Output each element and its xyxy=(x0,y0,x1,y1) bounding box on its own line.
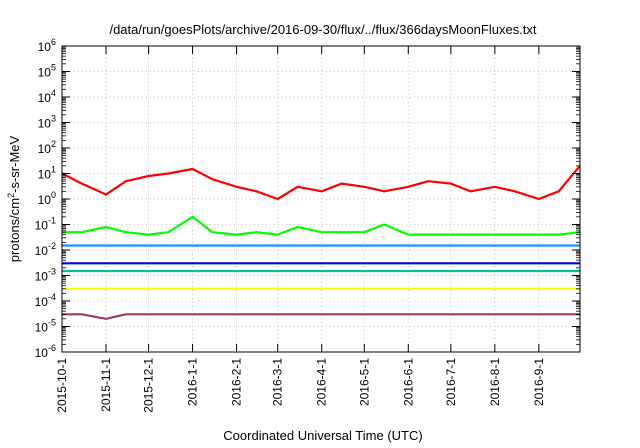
x-tick-label: 2016-7-1 xyxy=(444,358,458,406)
series-group xyxy=(62,165,580,320)
y-tick-label-exp: 6 xyxy=(51,37,56,47)
y-tick-labels: 10-610-510-410-310-210-11001011021031041… xyxy=(35,37,56,360)
y-tick-label-exp: -4 xyxy=(48,292,56,302)
y-tick-label-base: 10 xyxy=(35,219,49,233)
y-tick-label-base: 10 xyxy=(35,321,49,335)
y-tick-label: 10-1 xyxy=(35,216,56,233)
y-tick-label-exp: 3 xyxy=(51,114,56,124)
y-axis-label: protons/cm2-s-sr-MeV xyxy=(6,135,22,262)
gridlines xyxy=(62,46,580,352)
y-tick-label-base: 10 xyxy=(35,270,49,284)
series-line-5 xyxy=(62,215,580,236)
y-tick-label: 10-3 xyxy=(35,267,56,284)
x-tick-labels: 2015-10-1 2015-11-1 2015-12-1 2016-1-1 2016-… xyxy=(55,358,546,413)
y-tick-label: 104 xyxy=(38,88,56,105)
x-tick-label: 2016-9-1 xyxy=(532,358,546,406)
y-tick-label-exp: 1 xyxy=(51,165,56,175)
x-tick-label: 2016-3-1 xyxy=(271,358,285,406)
y-axis-label-post: -s-sr-MeV xyxy=(7,135,22,192)
y-tick-label-base: 10 xyxy=(38,142,52,156)
x-tick-label: 2015-12-1 xyxy=(142,358,156,413)
y-tick-label: 10-6 xyxy=(35,343,56,360)
x-axis-label: Coordinated Universal Time (UTC) xyxy=(223,428,422,443)
y-axis-label-sup: 2 xyxy=(6,193,16,198)
y-tick-label-base: 10 xyxy=(38,66,52,80)
y-tick-label-exp: -6 xyxy=(48,343,56,353)
y-tick-label-exp: -1 xyxy=(48,216,56,226)
y-tick-label: 105 xyxy=(38,63,56,80)
y-tick-label: 102 xyxy=(38,139,56,156)
x-tick-label: 2016-1-1 xyxy=(186,358,200,406)
y-tick-label: 103 xyxy=(38,114,56,131)
x-tick-label: 2016-6-1 xyxy=(401,358,415,406)
y-tick-label-exp: 5 xyxy=(51,63,56,73)
y-tick-label-exp: 2 xyxy=(51,139,56,149)
x-tick-label: 2016-4-1 xyxy=(315,358,329,406)
y-tick-label-exp: 0 xyxy=(51,190,56,200)
x-tick-label: 2015-11-1 xyxy=(99,358,113,412)
y-tick-label-base: 10 xyxy=(35,346,49,360)
y-tick-label: 100 xyxy=(38,190,56,207)
x-tick-label: 2016-5-1 xyxy=(357,358,371,406)
y-tick-label: 10-5 xyxy=(35,318,56,335)
x-tick-label: 2016-2-1 xyxy=(230,358,244,406)
y-tick-label-exp: -5 xyxy=(48,318,56,328)
y-tick-label-base: 10 xyxy=(38,117,52,131)
y-tick-label: 101 xyxy=(38,165,56,182)
y-tick-label-exp: -2 xyxy=(48,241,56,251)
chart-title: /data/run/goesPlots/archive/2016-09-30/f… xyxy=(109,22,536,37)
y-tick-label: 106 xyxy=(38,37,56,54)
x-tick-label: 2016-8-1 xyxy=(488,358,502,406)
y-tick-label-exp: 4 xyxy=(51,88,56,98)
y-tick-label-base: 10 xyxy=(38,40,52,54)
y-axis-label-pre: protons/cm xyxy=(7,198,22,262)
y-tick-label-exp: -3 xyxy=(48,267,56,277)
x-tick-label: 2015-10-1 xyxy=(55,358,69,413)
y-tick-label: 10-4 xyxy=(35,292,56,309)
series-line-0 xyxy=(62,313,580,320)
y-tick-label: 10-2 xyxy=(35,241,56,258)
y-tick-label-base: 10 xyxy=(38,193,52,207)
y-tick-label-base: 10 xyxy=(38,91,52,105)
series-line-6 xyxy=(62,165,580,201)
y-tick-label-base: 10 xyxy=(38,168,52,182)
y-tick-label-base: 10 xyxy=(35,295,49,309)
axis-ticks xyxy=(61,45,580,353)
y-tick-label-base: 10 xyxy=(35,244,49,258)
